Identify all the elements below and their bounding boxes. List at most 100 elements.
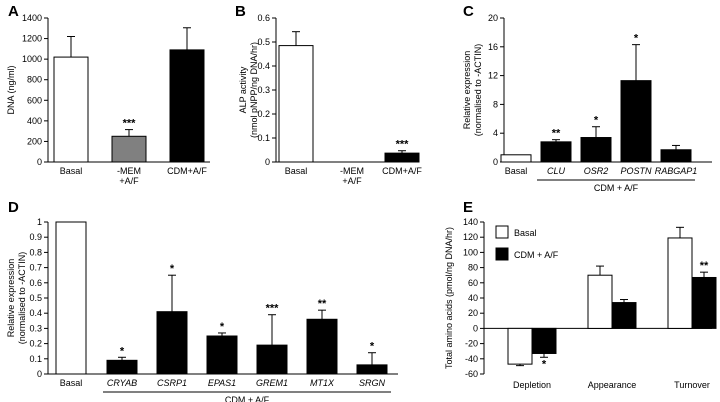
bar (156, 311, 188, 375)
significance-marker: * (220, 321, 225, 333)
x-tick-label: Basal (60, 378, 83, 388)
y-tick-label: 100 (463, 247, 478, 257)
y-tick-label: 0 (37, 369, 42, 379)
y-tick-label: 60 (468, 278, 478, 288)
y-tick-label: 0.6 (257, 13, 270, 23)
y-tick-label: 0.7 (29, 263, 42, 273)
x-tick-label: Basal (60, 166, 83, 176)
y-tick-label: 1000 (22, 54, 42, 64)
panel-b: B 0 0.1 0.2 0.3 0.4 0.5 0.6 ALP activity(nmol pN… (235, 3, 422, 186)
y-axis-label-line: DNA (ng/ml) (6, 65, 16, 114)
y-tick-label: 0.4 (29, 308, 42, 318)
bar (540, 141, 572, 163)
y-tick-label: 0.1 (29, 354, 42, 364)
x-tick-label: CRYAB (107, 378, 137, 388)
x-tick-label: POSTN (620, 166, 652, 176)
significance-marker: * (542, 358, 547, 370)
panel-letter-d: D (8, 199, 19, 216)
y-axis-label: Relative expression(normalised to -ACTIN… (6, 252, 27, 345)
panel-e: E -60 -40 -20 0 20 40 60 80 100 120 140 Total amino … (444, 199, 717, 390)
bar (55, 221, 87, 375)
significance-marker: *** (123, 118, 137, 130)
y-tick-label: 0.9 (29, 232, 42, 242)
y-tick-label: 0 (37, 157, 42, 167)
y-tick-label: -40 (465, 354, 478, 364)
x-tick-label: CDM+A/F (167, 166, 207, 176)
bar (667, 237, 693, 329)
y-axis-label-line: Relative expression (6, 259, 16, 338)
bar (660, 149, 692, 163)
y-tick-label: -20 (465, 339, 478, 349)
significance-marker: * (370, 341, 375, 353)
significance-marker: ** (318, 298, 327, 310)
x-tick-label: Basal (285, 166, 308, 176)
y-tick-label: 20 (468, 308, 478, 318)
y-tick-label: 0.1 (257, 133, 270, 143)
x-tick-label: MT1X (310, 378, 335, 388)
y-tick-label: 0.8 (29, 247, 42, 257)
y-tick-label: 0 (473, 323, 478, 333)
bar (500, 154, 532, 163)
panel-letter-c: C (463, 3, 474, 20)
y-axis-label: DNA (ng/ml) (6, 65, 16, 114)
y-tick-label: 200 (27, 136, 42, 146)
x-tick-label: SRGN (359, 378, 386, 388)
bar (580, 137, 612, 163)
y-tick-label: 4 (493, 128, 498, 138)
panel-letter-e: E (463, 199, 473, 216)
bar (587, 274, 613, 329)
bar (206, 335, 238, 375)
y-axis-label: Relative expression(normalised to -ACTIN… (462, 44, 483, 137)
legend-label: CDM + A/F (514, 250, 559, 260)
y-axis-label: Total amino acids (pmol/ng DNA/hr) (444, 227, 454, 369)
bar (306, 318, 338, 375)
significance-marker: *** (396, 139, 410, 151)
significance-marker: * (634, 33, 639, 45)
bar (278, 45, 314, 163)
legend-swatch (495, 247, 509, 261)
bar (53, 56, 89, 163)
y-tick-label: 12 (488, 71, 498, 81)
y-tick-label: 120 (463, 232, 478, 242)
y-tick-label: 0.3 (29, 323, 42, 333)
y-tick-label: 800 (27, 75, 42, 85)
x-tick-label: GREM1 (256, 378, 288, 388)
x-tick-label: CSRP1 (157, 378, 187, 388)
x-tick-label: -MEM (340, 166, 364, 176)
bar (111, 135, 147, 163)
bar (384, 152, 420, 163)
bar (531, 327, 557, 354)
y-tick-label: 0.2 (257, 109, 270, 119)
significance-marker: ** (700, 260, 709, 272)
significance-marker: * (120, 345, 125, 357)
x-tick-label: +A/F (119, 176, 139, 186)
legend-label: Basal (514, 228, 537, 238)
y-axis-label: ALP activity(nmol pNPP/ng DNA/hr) (238, 42, 259, 138)
y-tick-label: 0.5 (257, 37, 270, 47)
y-tick-label: 1200 (22, 34, 42, 44)
panel-letter-a: A (8, 3, 19, 20)
y-tick-label: 40 (468, 293, 478, 303)
y-tick-label: 1400 (22, 13, 42, 23)
bar (356, 364, 388, 375)
x-tick-label: Turnover (674, 380, 710, 390)
y-tick-label: 140 (463, 217, 478, 227)
panel-letter-b: B (235, 3, 246, 20)
x-tick-label: Depletion (513, 380, 551, 390)
y-tick-label: 80 (468, 263, 478, 273)
y-axis-label-line: (normalised to -ACTIN) (17, 252, 27, 345)
significance-marker: * (594, 115, 599, 127)
x-tick-label: EPAS1 (208, 378, 236, 388)
bar (691, 276, 717, 329)
y-tick-label: 0 (265, 157, 270, 167)
y-tick-label: 0 (493, 157, 498, 167)
y-axis-label-line: Total amino acids (pmol/ng DNA/hr) (444, 227, 454, 369)
significance-marker: * (170, 263, 175, 275)
y-tick-label: -60 (465, 369, 478, 379)
panel-c: C 0 4 8 12 16 20 Relative expression(normalised… (462, 3, 712, 193)
bar (106, 359, 138, 375)
y-tick-label: 0.5 (29, 293, 42, 303)
bar (620, 80, 652, 163)
y-tick-label: 600 (27, 95, 42, 105)
